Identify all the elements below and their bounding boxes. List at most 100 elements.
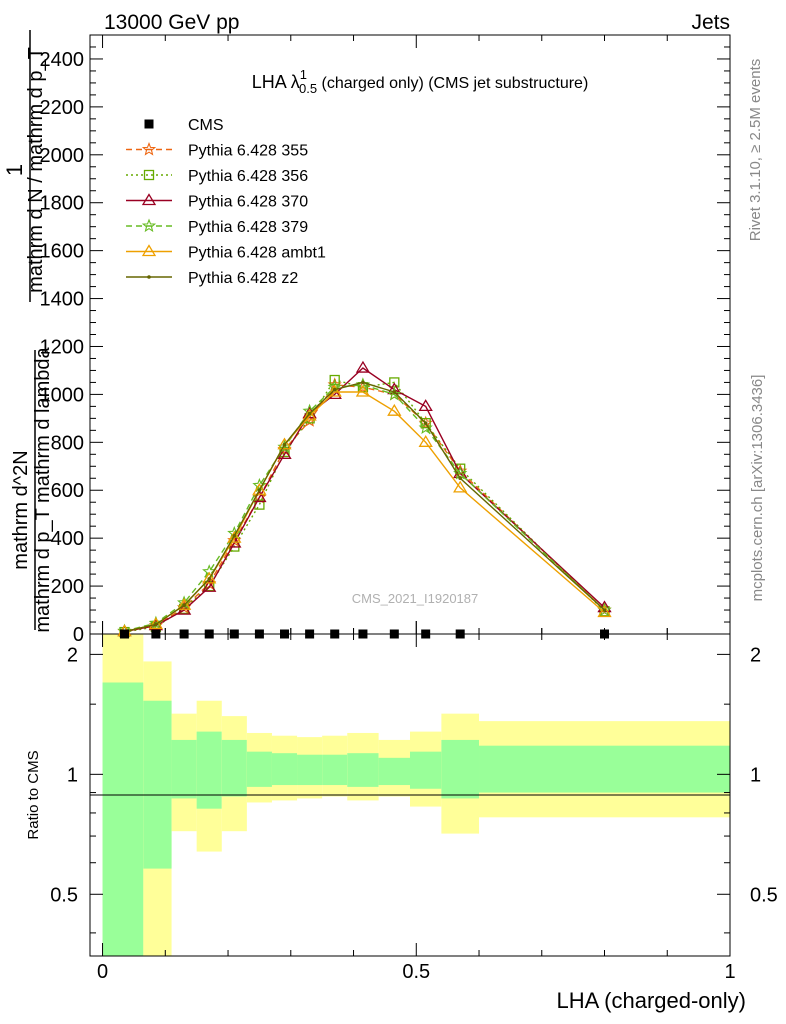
cms-point	[358, 629, 368, 639]
ratio-tick-label-right: 2	[750, 644, 761, 666]
cms-point	[305, 629, 315, 639]
series-point	[202, 571, 217, 584]
y-tick-label: 1200	[40, 336, 85, 358]
cms-point	[600, 629, 610, 639]
series-point	[307, 411, 312, 416]
ratio-tick-label: 1	[67, 764, 78, 786]
y-tick-label: 800	[51, 432, 84, 454]
series-point	[597, 605, 612, 618]
x-axis: 0 0.5 1	[97, 35, 736, 983]
series-point	[202, 564, 217, 578]
ratio-band-green	[143, 700, 172, 869]
series-point	[387, 403, 402, 416]
y-tick-label: 1800	[40, 193, 85, 215]
series-point	[302, 408, 317, 421]
ratio-band-green	[378, 757, 410, 786]
ratio-band-green	[171, 739, 197, 799]
legend-marker	[141, 244, 157, 257]
series-point	[423, 421, 428, 425]
series-point	[418, 399, 433, 412]
cms-point	[204, 629, 214, 639]
series-point	[327, 384, 342, 397]
cms-point	[330, 629, 340, 639]
cms-point	[229, 629, 239, 639]
ratio-band-green	[410, 751, 442, 789]
series-point	[418, 435, 433, 447]
ratio-band-green	[221, 739, 247, 797]
analysis-watermark: CMS_2021_I1920187	[352, 591, 479, 606]
header-process-label: Jets	[691, 11, 730, 34]
ratio-tick-label: 0.5	[50, 884, 78, 906]
legend-marker	[141, 218, 157, 233]
ratio-band-green	[271, 753, 298, 786]
ratio-tick-label-right: 0.5	[750, 884, 778, 906]
rivet-version-label: Rivet 3.1.10, ≥ 2.5M events	[747, 59, 764, 242]
y-tick-label: 600	[51, 480, 84, 502]
series-point	[176, 597, 192, 610]
legend: CMS Pythia 6.428 355 Pythia 6.428 356 Pythi…	[126, 117, 326, 287]
ratio-tick-label-right: 1	[750, 764, 761, 786]
y-tick-label: 0	[73, 624, 84, 646]
y-tick-label: 1600	[40, 241, 85, 263]
series-point	[332, 387, 337, 392]
series-point	[418, 420, 433, 435]
series-point	[257, 488, 262, 493]
legend-label: Pythia 6.428 356	[188, 168, 308, 185]
cms-point	[254, 629, 264, 639]
series-point	[277, 447, 292, 459]
series-point	[355, 384, 371, 397]
ratio-band-green	[479, 745, 730, 793]
series-5	[122, 380, 607, 634]
cms-point	[280, 629, 290, 639]
legend-label: Pythia 6.428 379	[188, 219, 308, 236]
ratio-y-axis-label: Ratio to CMS	[25, 750, 42, 839]
legend-marker-cms	[144, 119, 154, 129]
legend-marker	[141, 193, 157, 206]
series-point	[453, 480, 468, 493]
main-y-axis: 0 200 400 600 800 1000 1200 1400 1600 1800 2000 220…	[40, 46, 730, 646]
ratio-band-green	[297, 754, 323, 786]
ratio-band-green	[196, 731, 222, 809]
y-tick-label: 1400	[40, 289, 85, 311]
series-point	[252, 482, 267, 495]
y-tick-label: 400	[51, 528, 84, 550]
series-point	[227, 530, 242, 543]
series-line	[124, 381, 605, 633]
series-point	[361, 380, 365, 385]
ratio-band-green	[441, 739, 480, 799]
legend-marker	[143, 169, 155, 181]
cms-point	[389, 629, 399, 639]
y-tick-label: 200	[51, 576, 84, 598]
series-point	[232, 533, 237, 538]
legend-label: Pythia 6.428 355	[188, 143, 308, 160]
cms-point	[421, 629, 431, 639]
ratio-bands	[102, 634, 730, 956]
series-point	[458, 476, 462, 481]
ratio-y-axis: 0.5 0.5 1 1 2 2	[50, 644, 778, 934]
mcplots-reference-label: mcplots.cern.ch [arXiv:1306.3436]	[749, 375, 766, 602]
header-energy-label: 13000 GeV pp	[104, 11, 239, 34]
legend-label: Pythia 6.428 z2	[188, 270, 298, 287]
legend-label: Pythia 6.428 ambt1	[188, 245, 326, 262]
series-group	[117, 360, 612, 638]
series-point	[182, 603, 186, 608]
cms-data-points	[120, 629, 610, 639]
ratio-band-green	[246, 751, 272, 787]
main-panel-frame	[89, 34, 731, 635]
x-axis-label: LHA (charged-only)	[556, 988, 746, 1013]
x-tick-label: 1	[724, 961, 735, 983]
ratio-tick-label: 2	[67, 644, 78, 666]
series-point	[202, 580, 217, 592]
y-denominator-1: mathrm d N / mathrm d p_T	[25, 47, 47, 293]
series-point	[387, 386, 402, 401]
y-denominator-2: mathrm d p_T mathrm d lambda	[32, 346, 54, 632]
series-point	[329, 374, 340, 386]
legend-label-cms: CMS	[188, 117, 224, 134]
series-point	[207, 577, 212, 581]
y-tick-label: 2400	[40, 49, 85, 71]
ratio-band-green	[322, 754, 348, 786]
cms-point	[151, 629, 161, 639]
y-tick-label: 1000	[40, 384, 85, 406]
cms-point	[120, 629, 130, 639]
